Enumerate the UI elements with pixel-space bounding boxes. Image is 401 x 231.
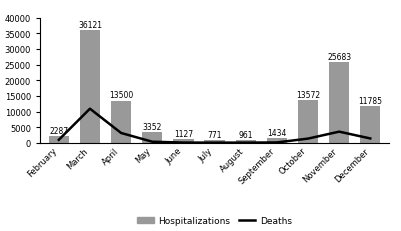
Bar	[329, 63, 349, 143]
Bar	[235, 140, 256, 143]
Text: 13500: 13500	[109, 91, 133, 100]
Bar	[298, 101, 318, 143]
Text: 3352: 3352	[142, 123, 162, 132]
Text: 25683: 25683	[327, 53, 351, 62]
Text: 961: 961	[239, 130, 253, 139]
Bar	[360, 106, 381, 143]
Bar	[173, 140, 194, 143]
Text: 11785: 11785	[358, 96, 382, 105]
Bar	[267, 139, 287, 143]
Bar	[111, 101, 131, 143]
Text: 36121: 36121	[78, 21, 102, 30]
Bar	[205, 141, 225, 143]
Text: 1434: 1434	[267, 129, 287, 138]
Legend: Hospitalizations, Deaths: Hospitalizations, Deaths	[134, 213, 296, 229]
Text: 1127: 1127	[174, 130, 193, 139]
Text: 771: 771	[207, 131, 222, 140]
Bar	[142, 133, 162, 143]
Text: 13572: 13572	[296, 91, 320, 100]
Bar	[80, 30, 100, 143]
Text: 2287: 2287	[49, 126, 68, 135]
Bar	[49, 136, 69, 143]
